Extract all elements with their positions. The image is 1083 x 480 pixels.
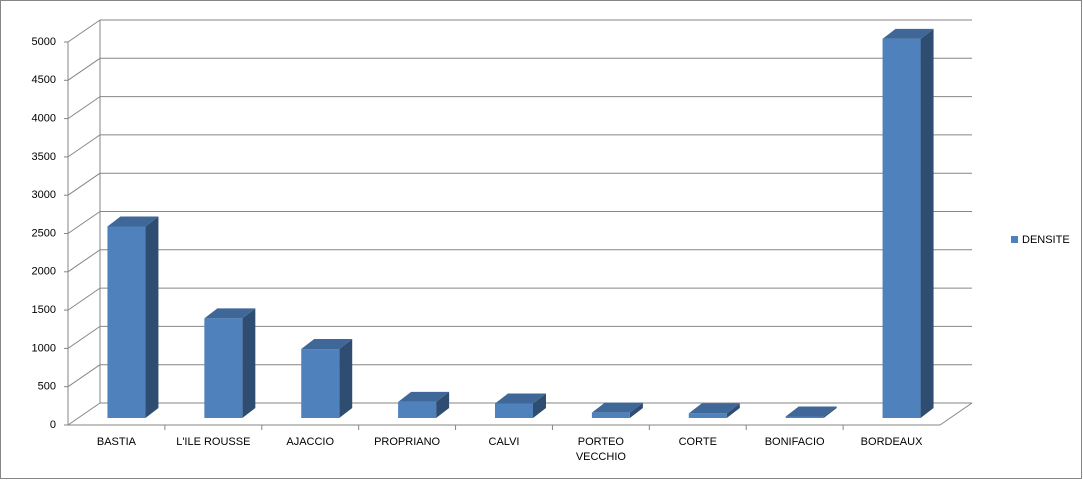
bar-front (882, 38, 921, 419)
legend-swatch (1011, 236, 1018, 243)
bar-side (145, 216, 159, 418)
bar-front (107, 226, 146, 418)
bar (301, 339, 353, 418)
bar-top (204, 308, 256, 319)
bar-front (785, 416, 824, 418)
bar-top (591, 402, 643, 413)
legend-label: DENSITE (1022, 234, 1070, 246)
x-tick-label: L'ILE ROUSSE (176, 436, 251, 448)
x-tick-label: AJACCIO (286, 436, 335, 448)
y-tick-label: 3500 (32, 151, 56, 163)
bar-side (920, 28, 934, 419)
y-tick-label: 3000 (32, 189, 56, 201)
bar-top (785, 406, 837, 417)
bar-top (688, 403, 740, 414)
grid-line (67, 57, 101, 81)
bar-front (301, 349, 340, 418)
grid-line (67, 249, 101, 273)
y-tick-label: 0 (50, 419, 56, 431)
grid-line (67, 19, 101, 43)
grid-line (67, 364, 101, 388)
x-tick-label: PORTEO VECCHIO (575, 436, 626, 463)
bar (688, 403, 740, 418)
grid-line (67, 325, 101, 349)
bar-top (301, 339, 353, 350)
bar (398, 391, 450, 418)
bar-side (533, 393, 546, 418)
grid-line (67, 211, 101, 234)
bar-front (204, 318, 243, 418)
bar (785, 406, 837, 418)
x-tick-label: BORDEAUX (860, 436, 923, 448)
grid-line (67, 287, 101, 311)
floor-right (939, 402, 973, 426)
y-tick-label: 1000 (32, 342, 56, 354)
bar (495, 393, 546, 418)
bar-side (436, 391, 450, 418)
y-tick-label: 2500 (32, 227, 56, 239)
y-tick-label: 2000 (32, 266, 56, 278)
bar-side (823, 406, 837, 418)
bar (204, 308, 256, 418)
y-tick-label: 5000 (32, 36, 56, 48)
bar-front (688, 413, 727, 418)
bar-side (629, 402, 643, 418)
bar-side (242, 308, 256, 418)
bar-side (726, 403, 740, 418)
x-tick-label: BASTIA (96, 436, 136, 448)
bar (107, 216, 159, 418)
bar-top (107, 216, 159, 227)
x-tick-label: BONIFACIO (764, 436, 825, 448)
grid-line (67, 172, 101, 196)
y-tick-label: 4500 (32, 74, 56, 86)
bar-front (495, 403, 533, 418)
x-tick-label: CALVI (488, 436, 520, 448)
x-tick-label: CORTE (678, 436, 717, 448)
bar-front (591, 412, 630, 418)
grid-line (67, 96, 101, 120)
bar-front (398, 401, 437, 418)
bar-top (398, 391, 450, 402)
y-tick-label: 4000 (32, 113, 56, 125)
bar (882, 28, 934, 419)
bar-top (495, 393, 546, 404)
bar-top (882, 28, 934, 39)
bar (591, 402, 643, 418)
y-tick-label: 500 (38, 381, 56, 393)
bar-side (339, 339, 353, 418)
x-tick-label: PROPRIANO (374, 436, 441, 448)
y-tick-label: 1500 (32, 304, 56, 316)
grid-line (67, 134, 101, 158)
grid-line (67, 402, 101, 426)
